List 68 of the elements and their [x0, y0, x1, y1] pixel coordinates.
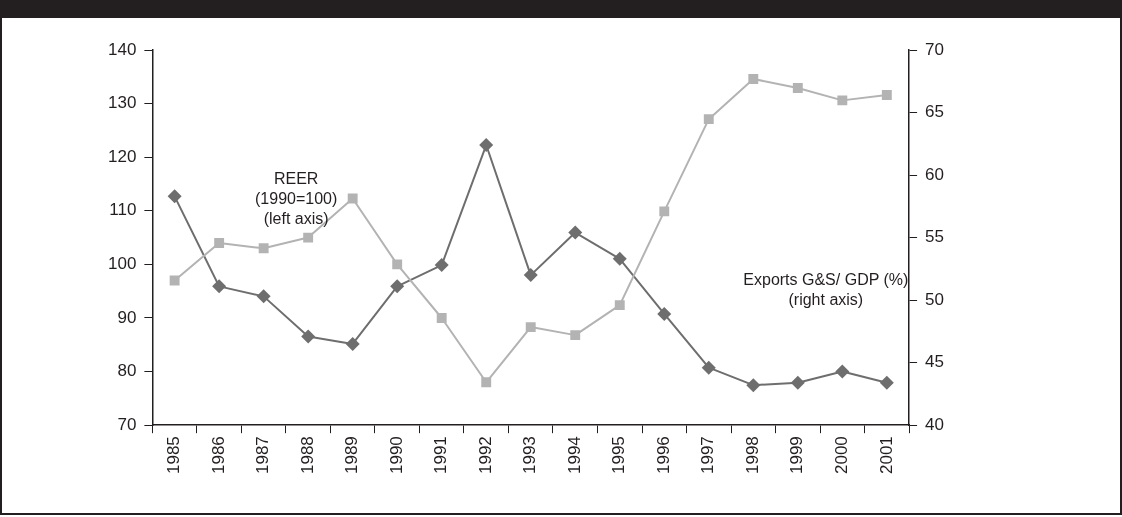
point	[881, 90, 892, 100]
point	[345, 336, 360, 351]
point	[303, 232, 314, 243]
point	[481, 377, 492, 388]
y-tick-label: 90	[117, 307, 137, 327]
x-tick-label: 1988	[297, 436, 317, 475]
point	[390, 279, 405, 294]
point	[701, 360, 716, 375]
point	[214, 238, 225, 248]
x-tick-label: 1989	[342, 436, 362, 475]
point	[258, 243, 269, 254]
x-tick-label: 1996	[653, 436, 673, 475]
x-tick-label: 1986	[208, 436, 228, 475]
point	[436, 313, 447, 323]
point	[525, 322, 536, 333]
point	[792, 83, 803, 93]
x-tick-label: 1991	[431, 436, 451, 475]
point	[523, 268, 538, 283]
point	[879, 375, 894, 390]
point	[169, 275, 180, 286]
point	[212, 279, 227, 294]
point	[434, 258, 449, 273]
x-tick-label: 1992	[475, 436, 495, 475]
y-tick-label: 100	[107, 254, 137, 274]
point	[746, 378, 761, 393]
point	[837, 95, 848, 106]
point	[835, 364, 850, 379]
y2-tick-label: 55	[925, 227, 945, 247]
point	[614, 300, 625, 311]
x-tick-label: 1998	[742, 436, 762, 475]
point	[392, 259, 403, 270]
y-tick-label: 110	[109, 200, 137, 220]
x-tick-label: 1995	[609, 436, 629, 475]
point	[570, 330, 581, 341]
x-tick-label: 1990	[386, 436, 406, 475]
y2-tick-label: 45	[925, 352, 945, 372]
y-tick-label: 70	[117, 414, 137, 434]
point	[167, 189, 182, 204]
point	[657, 306, 672, 321]
y2-tick-label: 40	[925, 414, 945, 434]
point	[659, 206, 670, 217]
x-tick-label: 1993	[520, 436, 540, 475]
x-tick-label: 1999	[787, 436, 807, 475]
point	[703, 114, 714, 125]
point	[301, 329, 316, 344]
point	[479, 138, 494, 153]
y-tick-label: 80	[117, 361, 137, 381]
x-tick-label: 1987	[253, 436, 273, 475]
point	[612, 251, 627, 266]
annotation: REER (1990=100) (left axis)	[254, 170, 338, 228]
point	[790, 375, 805, 390]
annotation: Exports G&S/ GDP (%) (right axis)	[743, 270, 909, 308]
point	[347, 193, 358, 204]
y2-tick-label: 65	[925, 102, 945, 122]
point	[256, 289, 271, 304]
x-tick-label: 2001	[876, 436, 896, 475]
y-tick-label: 140	[107, 39, 137, 59]
x-tick-label: 1997	[698, 436, 718, 475]
y-tick-label: 130	[107, 93, 137, 113]
y2-tick-label: 60	[925, 164, 945, 184]
point	[748, 73, 759, 84]
y2-tick-label: 70	[925, 39, 945, 59]
x-tick-label: 1985	[164, 436, 184, 475]
x-tick-label: 2000	[832, 436, 852, 475]
x-tick-label: 1994	[564, 436, 584, 475]
point	[568, 225, 583, 240]
y2-tick-label: 50	[925, 289, 945, 309]
y-tick-label: 120	[107, 146, 137, 166]
